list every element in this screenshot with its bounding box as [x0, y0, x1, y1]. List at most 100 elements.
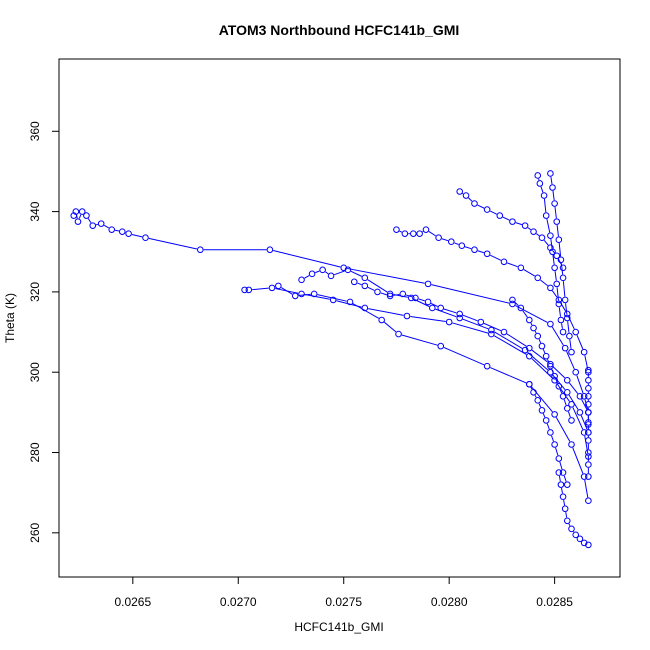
x-axis-label: HCFC141b_GMI	[294, 620, 383, 634]
series-segment	[368, 308, 404, 316]
series-segment	[78, 214, 82, 219]
data-point	[547, 284, 554, 292]
data-point	[536, 180, 544, 187]
series-segment	[527, 351, 549, 371]
series-segment	[581, 399, 588, 410]
data-point	[308, 270, 316, 278]
series-segment	[556, 287, 559, 301]
series-segment	[576, 375, 584, 394]
data-point	[526, 316, 533, 324]
data-point	[410, 230, 417, 237]
data-point	[509, 296, 516, 304]
data-point	[412, 294, 419, 302]
data-point	[538, 342, 546, 350]
data-point	[557, 481, 565, 488]
chart-title: ATOM3 Northbound HCFC141b_GMI	[219, 22, 460, 38]
data-point	[568, 525, 575, 533]
data-point	[462, 192, 470, 199]
series-segment	[514, 301, 519, 306]
data-point	[559, 264, 567, 272]
series-segment	[584, 399, 588, 410]
series-segment	[556, 382, 570, 402]
data-point	[298, 276, 305, 284]
data-point	[361, 282, 369, 290]
series-group	[509, 296, 575, 424]
series-segment	[563, 499, 566, 506]
x-tick-label: 0.0285	[536, 595, 573, 609]
data-point	[327, 272, 335, 280]
data-point	[456, 310, 464, 318]
data-point	[108, 226, 116, 233]
series-segment	[454, 242, 459, 245]
series-segment	[515, 222, 523, 226]
series-segment	[565, 303, 568, 315]
series-segment	[551, 290, 558, 298]
series-segment	[552, 250, 556, 254]
series-segment	[568, 394, 579, 410]
data-point	[197, 246, 204, 254]
data-point	[424, 298, 432, 306]
data-point	[445, 318, 453, 326]
series-segment	[546, 218, 551, 233]
data-point	[547, 232, 554, 239]
data-point	[399, 290, 407, 298]
series-segment	[477, 204, 485, 209]
series-segment	[555, 447, 559, 456]
y-tick-label: 320	[28, 282, 42, 302]
series-segment	[346, 267, 425, 284]
data-point	[585, 497, 592, 505]
data-point	[268, 284, 276, 292]
data-point	[563, 310, 571, 318]
series-segment	[565, 511, 568, 518]
data-point	[580, 393, 588, 400]
x-tick-label: 0.0280	[431, 595, 468, 609]
data-point	[551, 411, 558, 418]
data-point	[500, 258, 508, 266]
series-segment	[584, 479, 589, 498]
data-point	[568, 441, 575, 448]
data-point	[551, 264, 558, 272]
series-segment	[538, 403, 542, 408]
data-point	[142, 234, 149, 241]
series-segment	[317, 294, 347, 302]
data-point	[585, 409, 592, 416]
series-segment	[315, 270, 320, 274]
data-point	[526, 380, 533, 388]
series-segment	[477, 250, 485, 254]
series-segment	[547, 359, 550, 364]
data-point	[386, 290, 394, 298]
series-segment	[380, 292, 388, 296]
series-segment	[552, 366, 566, 379]
series-segment	[558, 307, 562, 317]
data-point	[559, 469, 567, 476]
data-point	[547, 360, 554, 368]
data-point	[378, 316, 385, 324]
data-point	[547, 429, 554, 436]
series-segment	[540, 186, 544, 193]
series-segment	[494, 335, 527, 355]
data-point	[266, 246, 274, 254]
series-segment	[515, 305, 548, 323]
series-segment	[352, 303, 379, 319]
series-segment	[489, 254, 502, 261]
y-tick-label: 260	[28, 522, 42, 542]
data-point	[553, 280, 561, 288]
data-point	[563, 405, 571, 412]
series-segment	[468, 197, 473, 202]
series-segment	[494, 331, 523, 349]
data-point	[551, 441, 558, 448]
data-point	[568, 348, 575, 356]
series-segment	[572, 407, 584, 430]
series-segment	[555, 379, 558, 384]
data-point	[563, 481, 571, 488]
data-point	[585, 393, 592, 400]
data-point	[551, 372, 558, 380]
data-point	[530, 228, 537, 235]
data-point	[407, 294, 415, 302]
data-point	[561, 296, 569, 304]
data-point	[553, 252, 561, 260]
data-point	[566, 332, 573, 340]
series-segment	[552, 190, 555, 201]
series-segment	[559, 461, 563, 470]
